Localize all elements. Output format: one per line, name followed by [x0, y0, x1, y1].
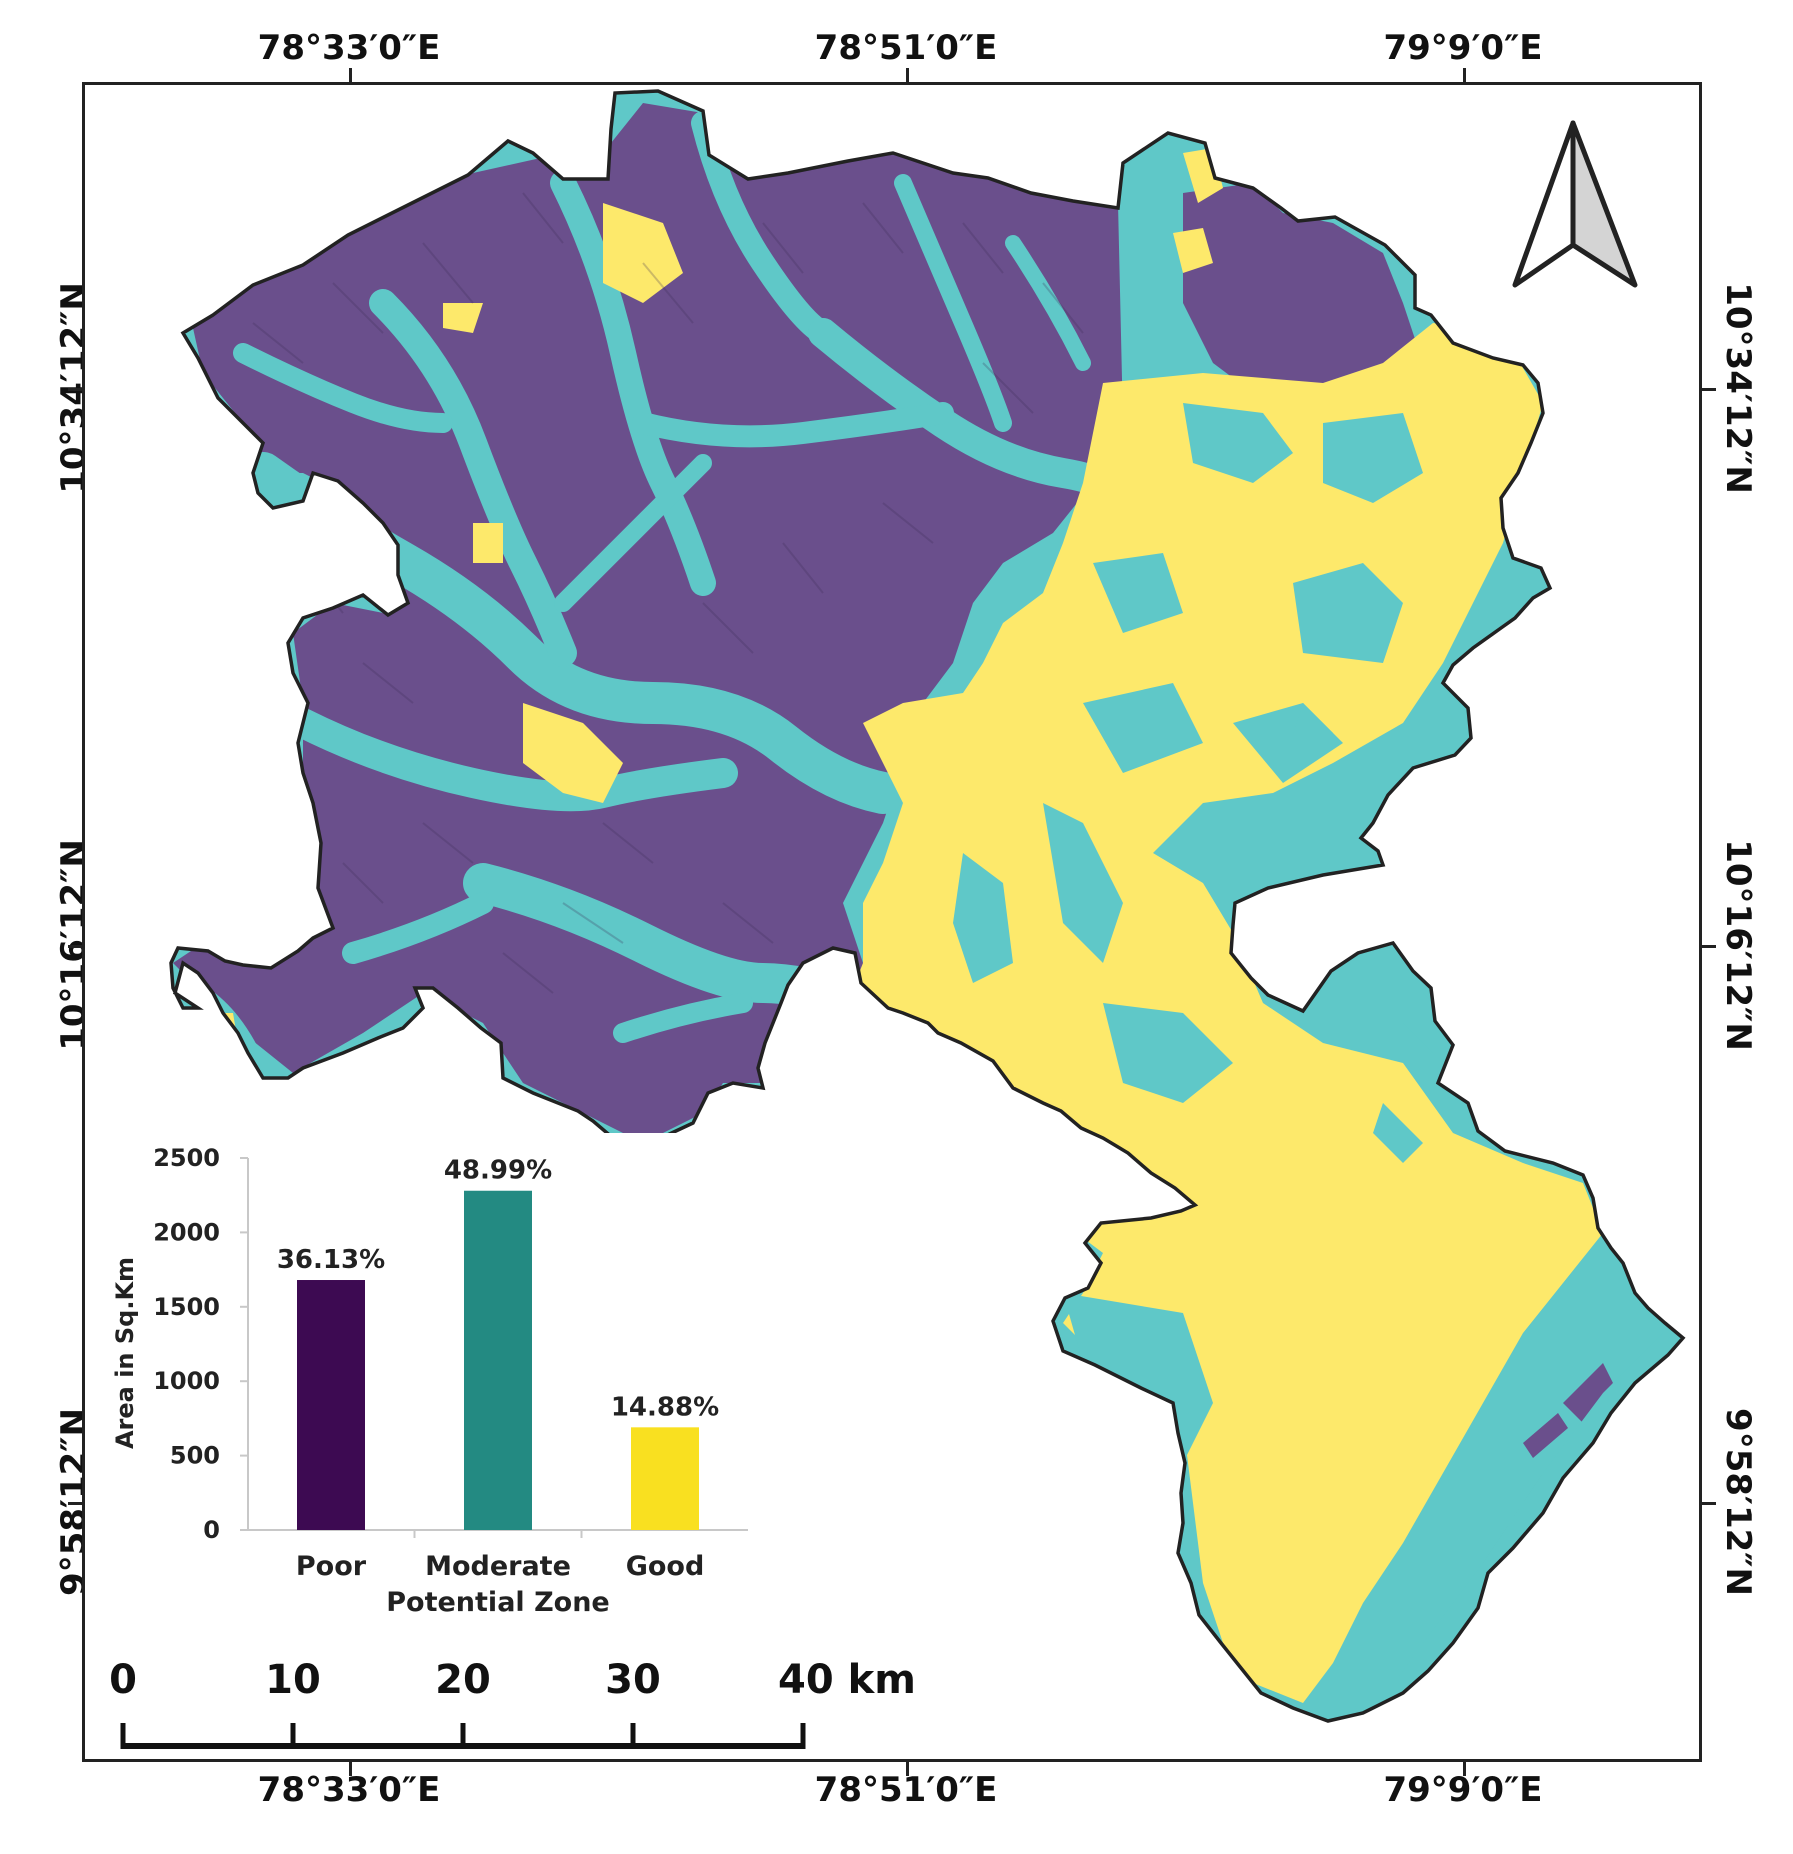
category-label-good: Good	[626, 1551, 705, 1582]
chart-y-tick-label: 0	[203, 1516, 220, 1544]
scale-label-30: 30	[605, 1657, 661, 1703]
frame-tick	[1463, 68, 1466, 84]
bar-moderate	[464, 1190, 532, 1530]
category-label-poor: Poor	[296, 1551, 367, 1582]
frame-tick	[906, 1760, 909, 1776]
bottom-longitude-label-1: 78°33′0″E	[257, 1770, 441, 1810]
groundwater-potential-map: Area in Sq.Km 0 500 1000 1500 2000 2500 36.13…	[103, 89, 1685, 1749]
category-label-moderate: Moderate	[425, 1551, 571, 1582]
chart-y-tick-label: 2500	[153, 1144, 220, 1172]
chart-y-tick-label: 1500	[153, 1293, 220, 1321]
scale-bar: 0 10 20 30 40 km	[109, 1657, 916, 1749]
scale-label-10: 10	[265, 1657, 321, 1703]
frame-tick	[1700, 388, 1716, 391]
bottom-longitude-label-2: 78°51′0″E	[814, 1770, 998, 1810]
frame-tick	[349, 1760, 352, 1776]
right-latitude-label-3: 9°58′12″N	[1718, 1408, 1758, 1596]
top-longitude-label-3: 79°9′0″E	[1383, 28, 1543, 68]
top-longitude-label-1: 78°33′0″E	[257, 28, 441, 68]
chart-y-tick-label: 1000	[153, 1367, 220, 1395]
area-bar-chart: Area in Sq.Km 0 500 1000 1500 2000 2500 36.13…	[103, 1133, 763, 1653]
right-latitude-label-1: 10°34′12″N	[1718, 282, 1758, 494]
poor-zone	[173, 103, 1613, 1458]
right-latitude-label-2: 10°16′12″N	[1718, 839, 1758, 1051]
chart-y-tick-label: 2000	[153, 1218, 220, 1246]
map-frame: Area in Sq.Km 0 500 1000 1500 2000 2500 36.13…	[82, 82, 1702, 1762]
frame-tick	[1700, 1502, 1716, 1505]
scale-label-40km: 40 km	[778, 1657, 916, 1703]
bar-value-label-poor: 36.13%	[277, 1245, 385, 1275]
frame-tick	[906, 68, 909, 84]
frame-tick	[68, 1502, 84, 1505]
chart-background	[103, 1133, 763, 1653]
bottom-longitude-label-3: 79°9′0″E	[1383, 1770, 1543, 1810]
bar-poor	[297, 1280, 365, 1530]
frame-tick	[68, 945, 84, 948]
chart-y-tick-label: 500	[170, 1442, 220, 1470]
frame-tick	[1700, 945, 1716, 948]
chart-x-axis-label: Potential Zone	[386, 1587, 609, 1618]
top-longitude-label-2: 78°51′0″E	[814, 28, 998, 68]
bar-value-label-good: 14.88%	[611, 1392, 719, 1422]
bar-good	[631, 1427, 699, 1530]
north-arrow-icon	[1512, 120, 1638, 288]
frame-tick	[68, 388, 84, 391]
frame-tick	[349, 68, 352, 84]
scale-label-0: 0	[109, 1657, 137, 1703]
bar-value-label-moderate: 48.99%	[444, 1156, 552, 1186]
frame-tick	[1463, 1760, 1466, 1776]
chart-y-axis-label: Area in Sq.Km	[111, 1257, 139, 1449]
scale-label-20: 20	[435, 1657, 491, 1703]
